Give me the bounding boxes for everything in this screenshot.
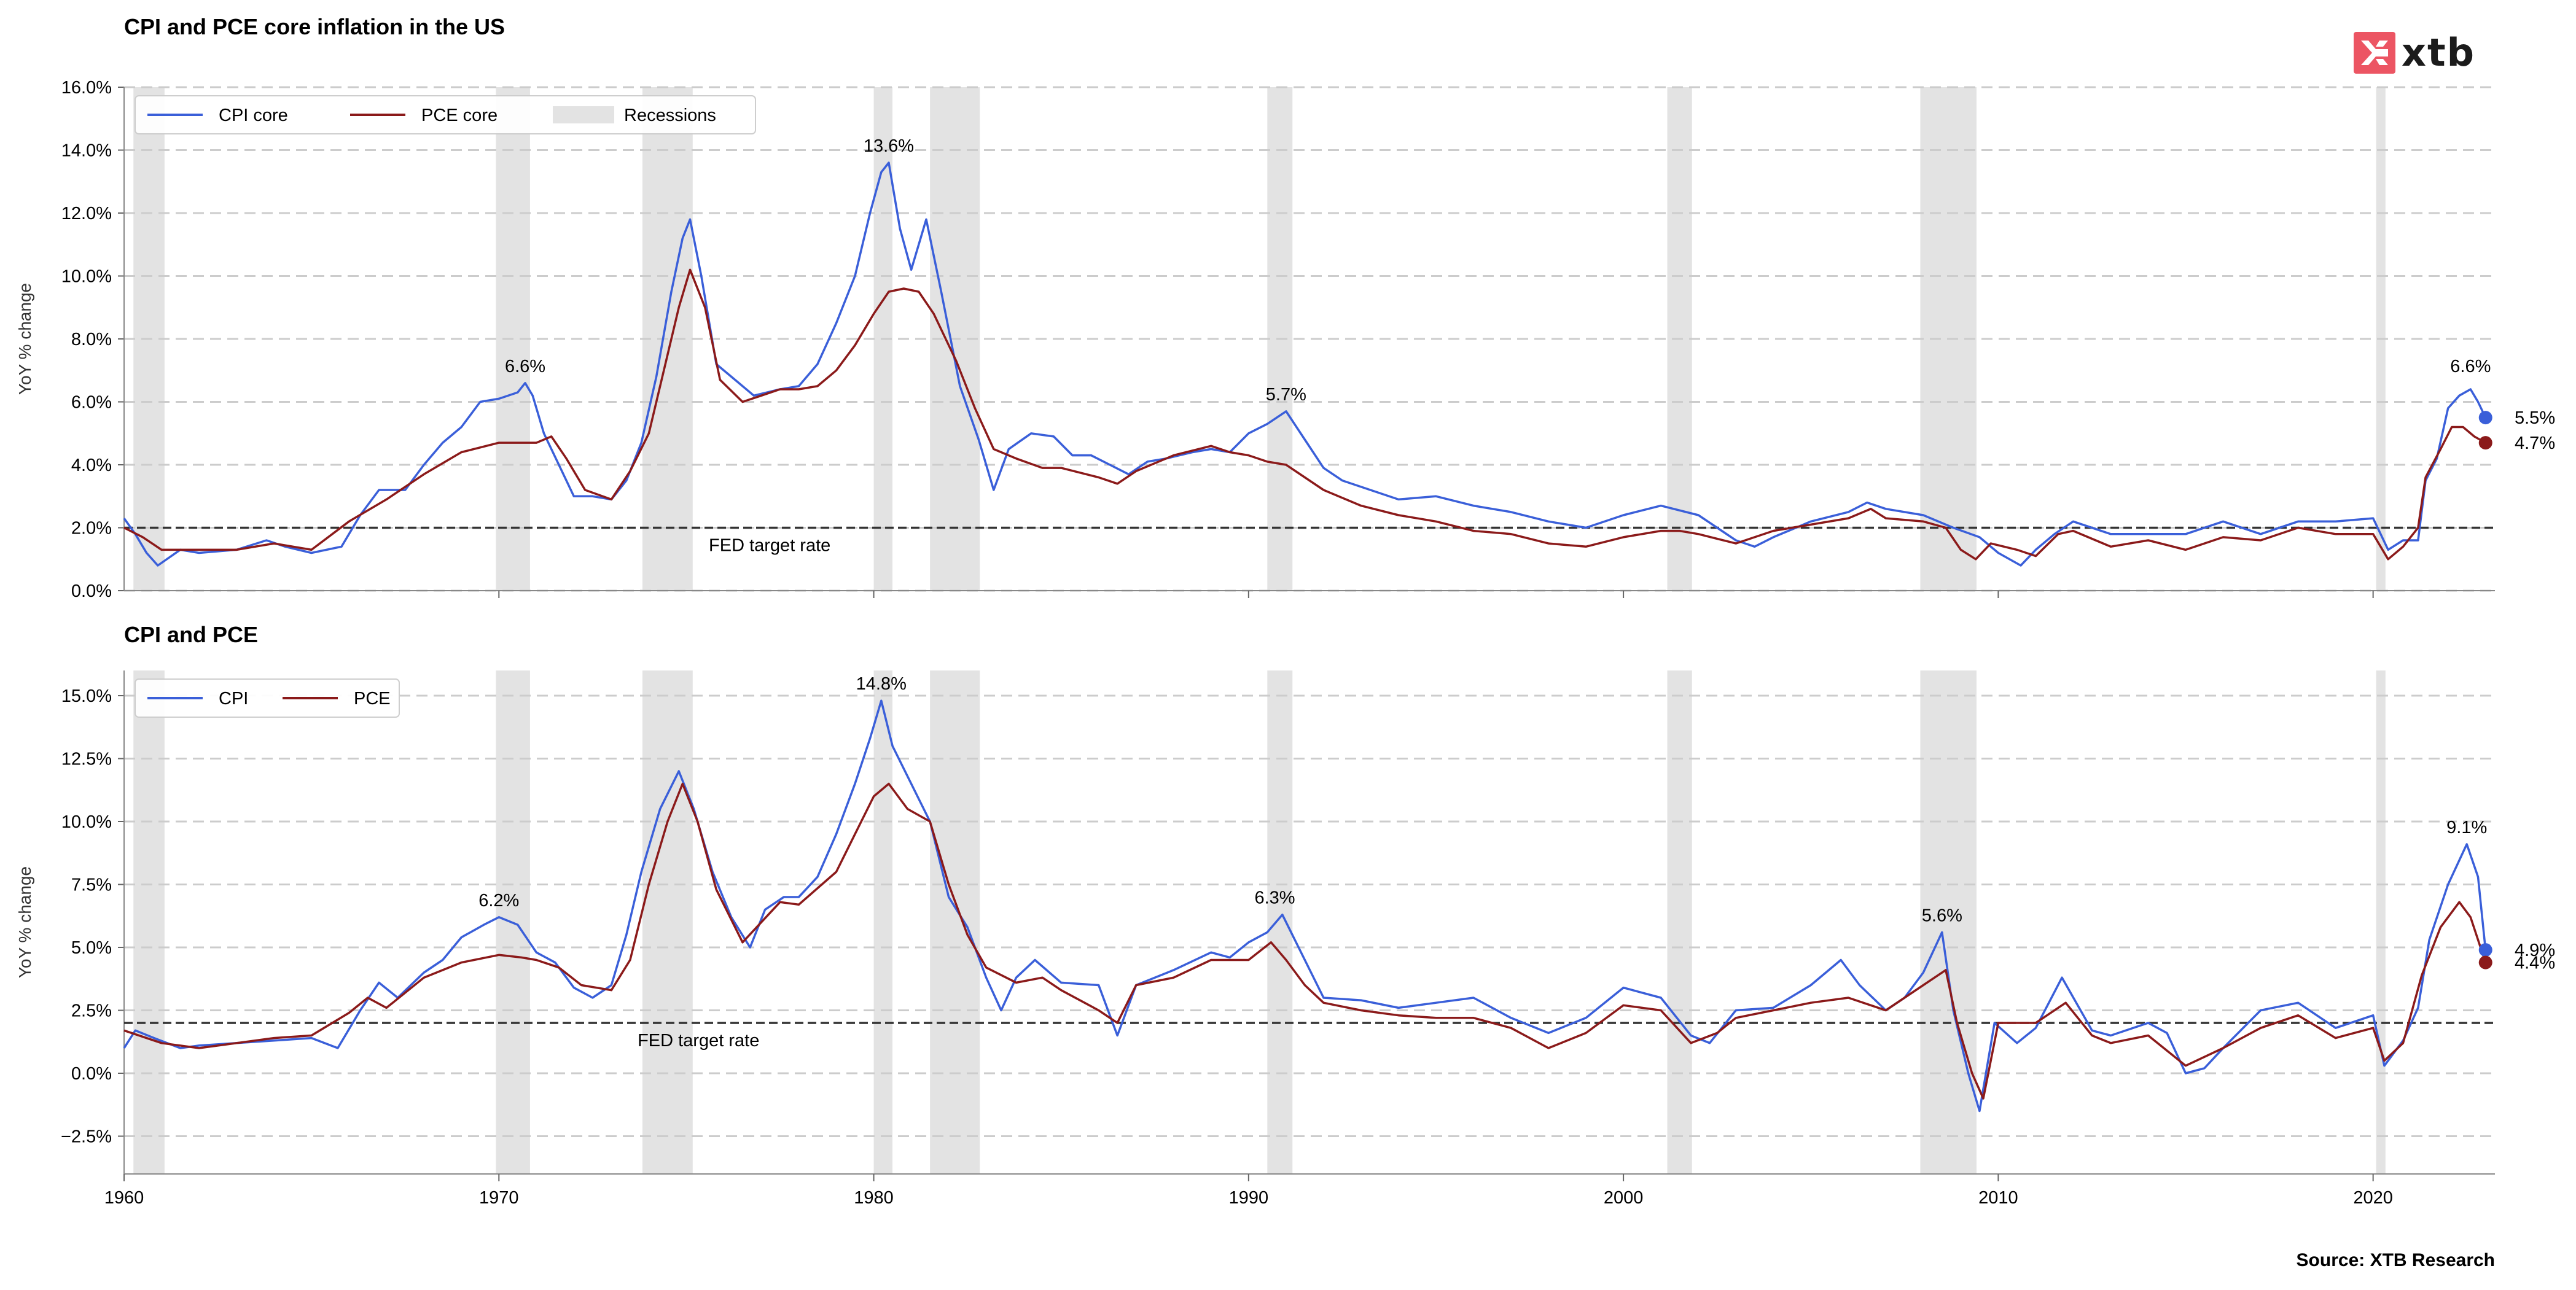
logo-text: xtb <box>2402 30 2476 75</box>
end-value-label: 4.7% <box>2515 433 2555 453</box>
chart-panel-2: −2.5% 0.0% 2.5% 5.0% 7.5% 10.0% 12.5% 15.0% 1960… <box>15 622 2555 1208</box>
y-tick-label: 7.5% <box>71 876 112 895</box>
y-tick-label: 14.0% <box>61 141 112 161</box>
chart-title: CPI and PCE core inflation in the US <box>124 14 505 39</box>
legend-entry: CPI <box>219 689 248 709</box>
source-note: Source: XTB Research <box>2296 1250 2495 1270</box>
end-point-marker <box>2478 955 2492 969</box>
peak-annotation: 6.6% <box>505 357 545 376</box>
peak-annotation: 5.7% <box>1266 385 1306 405</box>
y-tick-label: 16.0% <box>61 78 112 98</box>
y-tick-label: 12.5% <box>61 750 112 769</box>
y-tick-label: 5.0% <box>71 938 112 958</box>
y-tick-label: 0.0% <box>71 1064 112 1084</box>
chart-panel-1: 0.0% 2.0% 4.0% 6.0% 8.0% 10.0% 12.0% 14.0% 16.0%… <box>15 14 2555 601</box>
fed-target-label: FED target rate <box>709 536 830 556</box>
y-tick-label: 10.0% <box>61 812 112 832</box>
y-tick-label: 4.0% <box>71 456 112 475</box>
recession-band <box>2376 670 2386 1174</box>
y-axis-label: YoY % change <box>15 283 34 395</box>
legend-box <box>135 95 756 134</box>
recession-band <box>1667 670 1692 1174</box>
peak-annotation: 14.8% <box>856 674 907 694</box>
end-value-label: 4.9% <box>2515 941 2555 960</box>
x-tick-label: 1970 <box>479 1188 519 1208</box>
peak-annotation: 5.6% <box>1922 906 1962 925</box>
end-value-label: 5.5% <box>2515 408 2555 428</box>
y-tick-label: 12.0% <box>61 204 112 223</box>
legend-entry: PCE <box>354 689 391 709</box>
peak-annotation: 13.6% <box>864 136 914 156</box>
recession-band <box>133 670 165 1174</box>
peak-annotation: 6.6% <box>2450 357 2491 376</box>
y-tick-label: 0.0% <box>71 581 112 601</box>
x-tick-label: 1960 <box>104 1188 144 1208</box>
peak-annotation: 6.2% <box>478 891 519 911</box>
series-line-pce-core <box>123 268 2486 561</box>
x-tick-label: 1980 <box>854 1188 894 1208</box>
legend-swatch-recessions <box>553 106 614 123</box>
series-line-cpi-core <box>123 161 2487 567</box>
y-tick-label: 8.0% <box>71 330 112 349</box>
recession-band <box>930 670 980 1174</box>
recession-band <box>642 670 693 1174</box>
end-point-marker <box>2478 411 2492 425</box>
legend-entry: PCE core <box>421 106 498 125</box>
end-point-marker <box>2478 436 2492 450</box>
recession-band <box>1267 670 1293 1174</box>
series-line-pce <box>123 782 2487 1100</box>
xtb-x-icon <box>2354 32 2395 74</box>
x-tick-label: 2000 <box>1604 1188 1644 1208</box>
x-tick-label: 2020 <box>2353 1188 2393 1208</box>
recession-band <box>1920 670 1977 1174</box>
recession-band <box>873 670 893 1174</box>
y-tick-label: 6.0% <box>71 393 112 413</box>
peak-annotation: 9.1% <box>2446 818 2487 837</box>
end-value-label: 4.4% <box>2515 954 2555 973</box>
peak-annotation: 6.3% <box>1254 888 1295 908</box>
y-tick-label: 2.5% <box>71 1001 112 1021</box>
y-tick-label: 10.0% <box>61 267 112 287</box>
y-tick-label: 2.0% <box>71 519 112 538</box>
y-tick-label: 15.0% <box>61 686 112 706</box>
fed-target-label: FED target rate <box>638 1031 759 1051</box>
legend-entry: CPI core <box>219 106 288 125</box>
end-point-marker <box>2478 943 2492 957</box>
xtb-logo: xtb <box>2354 32 2475 74</box>
x-tick-label: 2010 <box>1978 1188 2018 1208</box>
legend-entry: Recessions <box>624 106 716 125</box>
series-line-cpi <box>123 699 2487 1113</box>
chart-title: CPI and PCE <box>124 622 258 647</box>
y-axis-label: YoY % change <box>15 866 34 978</box>
x-tick-label: 1990 <box>1229 1188 1269 1208</box>
legend-box <box>135 678 400 718</box>
y-tick-label: −2.5% <box>61 1127 112 1147</box>
